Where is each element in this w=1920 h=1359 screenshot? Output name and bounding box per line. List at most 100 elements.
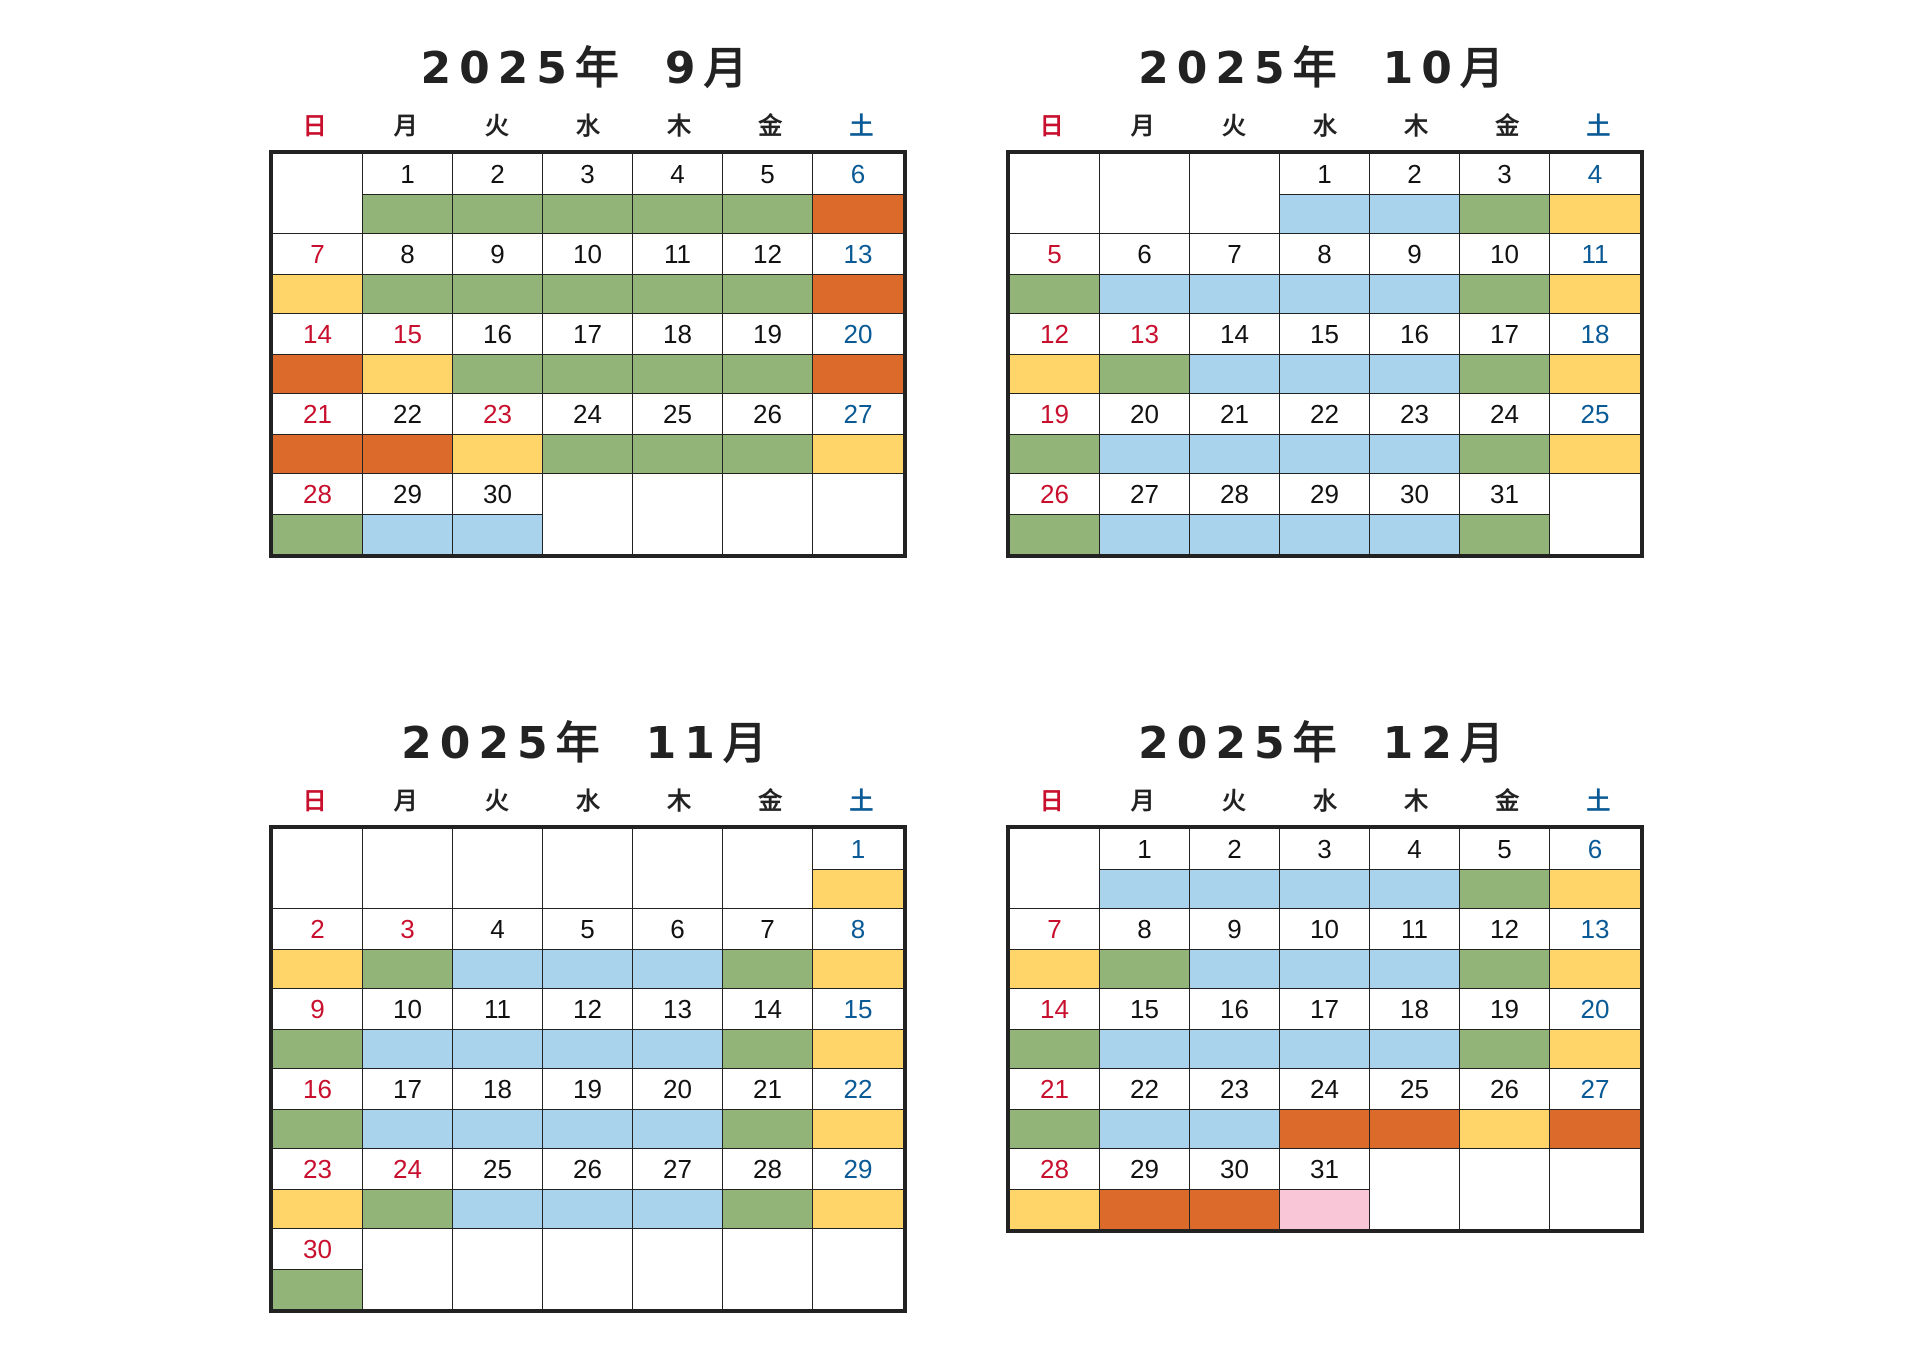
empty-day-cell: [723, 1229, 813, 1309]
day-cell: 9: [273, 989, 363, 1069]
day-number: 9: [1227, 914, 1242, 944]
weekday-header: 木: [1404, 787, 1429, 815]
schedule-color-band: [1190, 274, 1279, 313]
schedule-color-band: [453, 869, 542, 909]
empty-day-cell: [453, 1229, 543, 1309]
day-number: [273, 154, 362, 194]
day-number: 14: [753, 994, 782, 1024]
day-cell: 28: [1190, 474, 1280, 554]
day-cell: 19: [1010, 394, 1100, 474]
schedule-color-band: [1100, 869, 1189, 908]
empty-day-cell: [1550, 474, 1640, 554]
schedule-color-band: [813, 514, 903, 554]
day-cell: 14: [273, 314, 363, 394]
weekday-header-row: 日月火水木金土: [269, 783, 907, 819]
day-number: 1: [1317, 159, 1332, 189]
day-cell: 15: [1100, 989, 1190, 1069]
day-number: 3: [1317, 834, 1332, 864]
schedule-color-band: [723, 1109, 812, 1148]
empty-day-cell: [363, 829, 453, 909]
day-number: 22: [1310, 399, 1339, 429]
schedule-color-band: [1370, 1029, 1459, 1068]
day-number: 18: [663, 319, 692, 349]
schedule-color-band: [1280, 1029, 1369, 1068]
schedule-color-band: [813, 354, 903, 393]
schedule-color-band: [543, 354, 632, 393]
day-cell: 14: [1010, 989, 1100, 1069]
day-number: 9: [490, 239, 505, 269]
day-cell: 9: [453, 234, 543, 314]
empty-day-cell: [1010, 829, 1100, 909]
schedule-color-band: [1460, 514, 1549, 554]
schedule-color-band: [1010, 1029, 1099, 1068]
day-number: [723, 1229, 812, 1269]
day-number: 10: [393, 994, 422, 1024]
schedule-color-band: [543, 1269, 632, 1309]
schedule-color-band: [1100, 949, 1189, 988]
day-cell: 1: [813, 829, 903, 909]
schedule-color-band: [543, 1189, 632, 1228]
day-number: 28: [303, 479, 332, 509]
calendar-grid: 1 2 3 4 5 6 7 8 9 10 11 12 13 14 15 16 17 18 19 20 21 22 23 24 2…: [269, 825, 907, 1313]
calendar-title: 2025年 12月: [1006, 717, 1644, 771]
day-number: 17: [1310, 994, 1339, 1024]
day-number: 23: [483, 399, 512, 429]
day-number: [1370, 1149, 1459, 1189]
day-number: 29: [843, 1154, 873, 1184]
year-label: 2025年: [420, 43, 627, 94]
day-number: 30: [303, 1234, 332, 1264]
day-number: 15: [1130, 994, 1159, 1024]
day-number: [1100, 154, 1189, 194]
day-cell: 6: [633, 909, 723, 989]
schedule-color-band: [1280, 274, 1369, 313]
day-cell: 4: [1370, 829, 1460, 909]
day-cell: 18: [1550, 314, 1640, 394]
weekday-header: 火: [1221, 787, 1246, 815]
schedule-color-band: [1100, 514, 1189, 554]
day-number: 15: [393, 319, 422, 349]
day-number: 15: [843, 994, 873, 1024]
day-cell: 18: [453, 1069, 543, 1149]
day-number: 19: [753, 319, 782, 349]
day-cell: 13: [1100, 314, 1190, 394]
schedule-color-band: [453, 434, 542, 473]
empty-day-cell: [633, 474, 723, 554]
day-number: 4: [1587, 159, 1603, 189]
schedule-color-band: [1370, 1109, 1459, 1148]
day-cell: 29: [1100, 1149, 1190, 1229]
day-number: 20: [663, 1074, 692, 1104]
schedule-color-band: [1460, 1109, 1549, 1148]
day-cell: 1: [1280, 154, 1370, 234]
day-cell: 10: [1280, 909, 1370, 989]
weekday-header-row: 日月火水木金土: [269, 108, 907, 144]
schedule-color-band: [1550, 869, 1640, 908]
weekday-header: 日: [1039, 112, 1064, 140]
schedule-color-band: [813, 1029, 903, 1068]
schedule-color-band: [1100, 1029, 1189, 1068]
weekday-header: 水: [1312, 787, 1337, 815]
day-cell: 22: [1280, 394, 1370, 474]
schedule-color-band: [723, 274, 812, 313]
day-cell: 26: [543, 1149, 633, 1229]
year-label: 2025年: [1138, 43, 1345, 94]
schedule-color-band: [633, 354, 722, 393]
schedule-color-band: [543, 194, 632, 233]
day-number: 12: [753, 239, 782, 269]
day-number: 5: [1047, 239, 1062, 269]
weekday-header: 土: [1586, 787, 1611, 815]
day-number: 2: [490, 159, 505, 189]
schedule-color-band: [453, 354, 542, 393]
schedule-color-band: [273, 354, 362, 393]
day-number: 21: [303, 399, 332, 429]
day-cell: 14: [1190, 314, 1280, 394]
day-number: 13: [1130, 319, 1159, 349]
day-cell: 7: [1190, 234, 1280, 314]
schedule-color-band: [1370, 514, 1459, 554]
schedule-color-band: [1550, 274, 1640, 313]
day-cell: 18: [1370, 989, 1460, 1069]
schedule-color-band: [363, 1029, 452, 1068]
schedule-color-band: [1100, 274, 1189, 313]
day-cell: 13: [633, 989, 723, 1069]
day-number: 10: [1490, 239, 1519, 269]
day-number: 27: [663, 1154, 692, 1184]
